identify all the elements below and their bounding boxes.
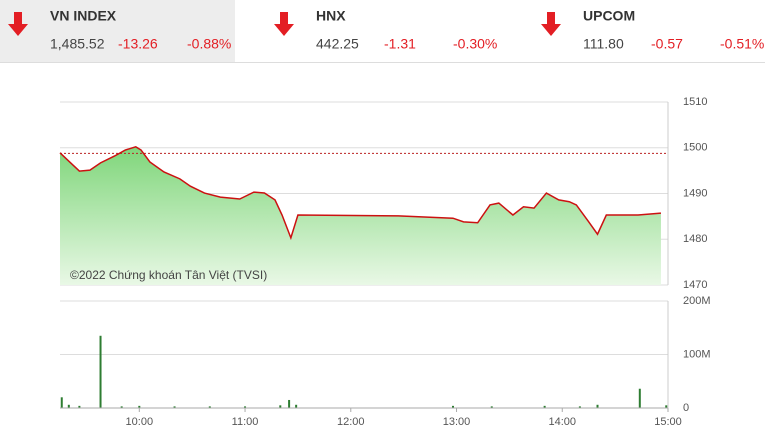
volume-bar (78, 405, 81, 408)
x-tick-label: 15:00 (654, 416, 682, 428)
ticker-percent: -0.30% (453, 36, 497, 52)
watermark: ©2022 Chứng khoán Tân Việt (TVSI) (70, 268, 267, 282)
y-tick-label: 1490 (683, 187, 707, 199)
volume-bar (638, 388, 641, 408)
ticker-price: 442.25 (316, 36, 359, 52)
volume-bar (60, 397, 63, 408)
y-tick-label: 1470 (683, 279, 707, 291)
y-tick-label: 0 (683, 402, 689, 414)
price-line (59, 146, 662, 241)
ticker-price: 1,485.52 (50, 36, 105, 52)
ticker-change: -13.26 (118, 36, 158, 52)
volume-bar (295, 404, 298, 408)
volume-bar (67, 404, 70, 408)
volume-bar (490, 406, 493, 408)
ticker-name: HNX (316, 8, 346, 24)
volume-bar (99, 335, 102, 408)
y-tick-label: 100M (683, 348, 711, 360)
volume-bar (173, 406, 176, 408)
ticker-percent: -0.51% (720, 36, 764, 52)
volume-bar (244, 406, 247, 408)
y-tick-label: 1510 (683, 96, 707, 108)
volume-bar (120, 406, 123, 408)
volume-bar (451, 405, 454, 408)
volume-bar (138, 405, 141, 408)
y-tick-label: 1480 (683, 233, 707, 245)
active-tab[interactable] (0, 0, 235, 62)
y-tick-label: 1500 (683, 142, 707, 154)
volume-bar (665, 405, 668, 408)
x-tick-label: 12:00 (337, 416, 365, 428)
volume-bar (543, 405, 546, 408)
x-tick-label: 10:00 (126, 416, 154, 428)
x-tick-label: 14:00 (548, 416, 576, 428)
ticker-change: -1.31 (384, 36, 416, 52)
ticker-name: VN INDEX (50, 8, 117, 24)
x-tick-label: 13:00 (443, 416, 471, 428)
y-tick-label: 200M (683, 295, 711, 307)
volume-bar (596, 404, 599, 408)
volume-bar (288, 399, 291, 408)
down-arrow (8, 12, 561, 36)
volume-bar (578, 406, 581, 408)
ticker-change: -0.57 (651, 36, 683, 52)
ticker-name: UPCOM (583, 8, 635, 24)
x-tick-label: 11:00 (232, 416, 259, 428)
volume-bar (208, 406, 211, 408)
ticker-price: 111.80 (583, 36, 624, 52)
volume-bar (279, 405, 282, 408)
ticker-percent: -0.88% (187, 36, 231, 52)
